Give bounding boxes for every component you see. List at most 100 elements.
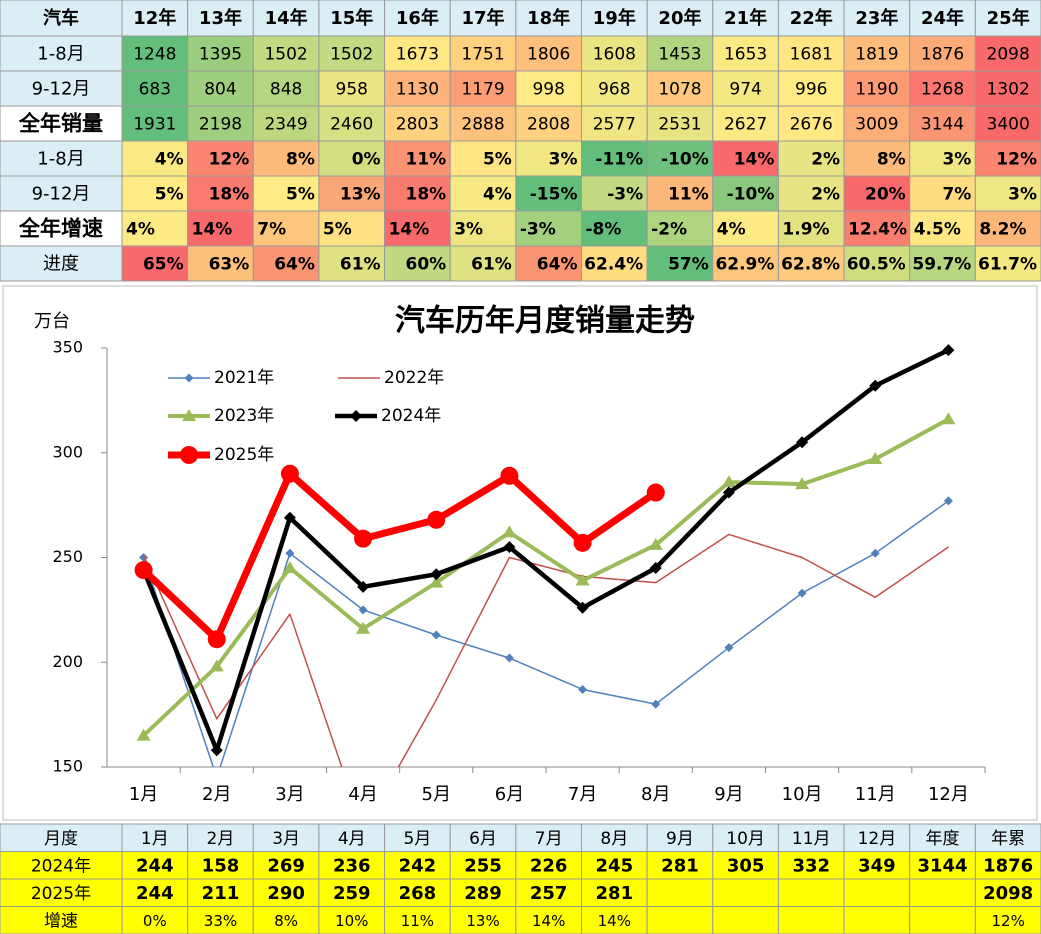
table-cell (384, 175, 451, 212)
cell-text: 968 (598, 80, 630, 100)
series-line (142, 500, 949, 767)
cell-text: 1608 (593, 45, 636, 65)
cell-text: 2803 (396, 115, 439, 135)
cell-text: 2098 (983, 883, 1033, 904)
row-label: 9-12月 (32, 79, 91, 100)
marker (500, 466, 519, 485)
y-tick-label: 250 (52, 547, 83, 566)
header-cell: 4月 (338, 829, 366, 849)
cell-text: 33% (204, 912, 237, 930)
table-cell (777, 878, 845, 907)
cell-text: 13% (466, 912, 499, 930)
header-cell: 19年 (593, 7, 636, 29)
table-cell (252, 70, 320, 107)
table-cell (384, 878, 451, 907)
cell-text: 2577 (593, 115, 636, 135)
marker (136, 728, 151, 741)
marker (285, 548, 295, 558)
cell-text: 349 (858, 855, 896, 876)
y-tick-label: 200 (52, 652, 83, 671)
marker (207, 630, 226, 649)
cell-text: 226 (530, 855, 568, 876)
marker (280, 464, 299, 483)
table-cell (187, 245, 254, 282)
marker (869, 379, 882, 392)
cell-text: 57% (668, 255, 709, 275)
marker (502, 525, 517, 538)
table-cell (909, 0, 976, 37)
table-cell (449, 878, 517, 907)
marker (649, 561, 662, 574)
cell-text: 0% (352, 150, 381, 170)
cell-text: 63% (209, 255, 250, 275)
table-cell (581, 105, 648, 142)
table-cell (252, 35, 320, 72)
marker (358, 605, 368, 615)
cell-text: 61% (340, 255, 381, 275)
cell-text: 7% (257, 220, 286, 240)
cell-text: 10% (335, 912, 368, 930)
table-cell (843, 245, 911, 282)
table-cell (909, 105, 976, 142)
header-cell: 14年 (265, 7, 308, 29)
series (134, 464, 665, 649)
cell-text: 1453 (658, 45, 701, 65)
cell-text: 59.7% (912, 255, 971, 275)
table-cell (384, 851, 451, 880)
header-cell: 20年 (658, 7, 701, 29)
table-cell (0, 0, 123, 37)
table-cell (712, 878, 779, 907)
cell-text: 14% (532, 912, 565, 930)
table-cell (318, 70, 386, 107)
table-cell (384, 0, 451, 37)
marker (648, 537, 663, 550)
table-cell (515, 823, 582, 852)
table-cell (384, 140, 451, 177)
x-tick-label: 4月 (348, 784, 377, 805)
x-tick-label: 9月 (714, 784, 743, 805)
marker (283, 511, 296, 524)
cell-text: 2198 (199, 115, 242, 135)
x-tick-label: 7月 (568, 784, 597, 805)
cell-text: 62.9% (715, 255, 774, 275)
chart-title: 汽车历年月度销量走势 (395, 304, 695, 339)
header-cell: 24年 (921, 7, 964, 29)
row-label: 进度 (43, 254, 79, 275)
header-cell: 1月 (141, 829, 169, 849)
x-tick-label: 11月 (855, 784, 896, 805)
table-cell (909, 70, 976, 107)
marker (870, 548, 880, 558)
table-cell (974, 851, 1041, 880)
marker (431, 630, 441, 640)
cell-text: -10% (661, 150, 709, 170)
cell-text: 1876 (983, 855, 1033, 876)
cell-text: 13% (340, 185, 381, 205)
cell-text: 60.5% (847, 255, 906, 275)
table-cell (581, 823, 648, 852)
cell-text: 61.7% (978, 255, 1037, 275)
cell-text: 244 (136, 883, 174, 904)
table-cell (974, 0, 1041, 37)
header-cell: 8月 (600, 829, 628, 849)
table-cell (974, 245, 1041, 282)
table-cell (121, 210, 189, 247)
table-cell (318, 245, 386, 282)
marker (796, 436, 809, 449)
header-cell: 13年 (199, 7, 242, 29)
cell-text: 4.5% (914, 220, 961, 240)
cell-text: 61% (471, 255, 512, 275)
table-cell (252, 210, 320, 247)
table-cell (777, 35, 845, 72)
cell-text: 14% (598, 912, 631, 930)
table-cell (318, 35, 386, 72)
table-cell (384, 70, 451, 107)
row-label: 2025年 (31, 884, 91, 904)
cell-text: 3400 (987, 115, 1030, 135)
cell-text: 5% (483, 150, 512, 170)
marker (180, 446, 198, 464)
marker (210, 744, 223, 757)
table-cell (449, 140, 517, 177)
cell-text: 4% (155, 150, 184, 170)
cell-text: 996 (795, 80, 827, 100)
table-cell (121, 0, 189, 37)
